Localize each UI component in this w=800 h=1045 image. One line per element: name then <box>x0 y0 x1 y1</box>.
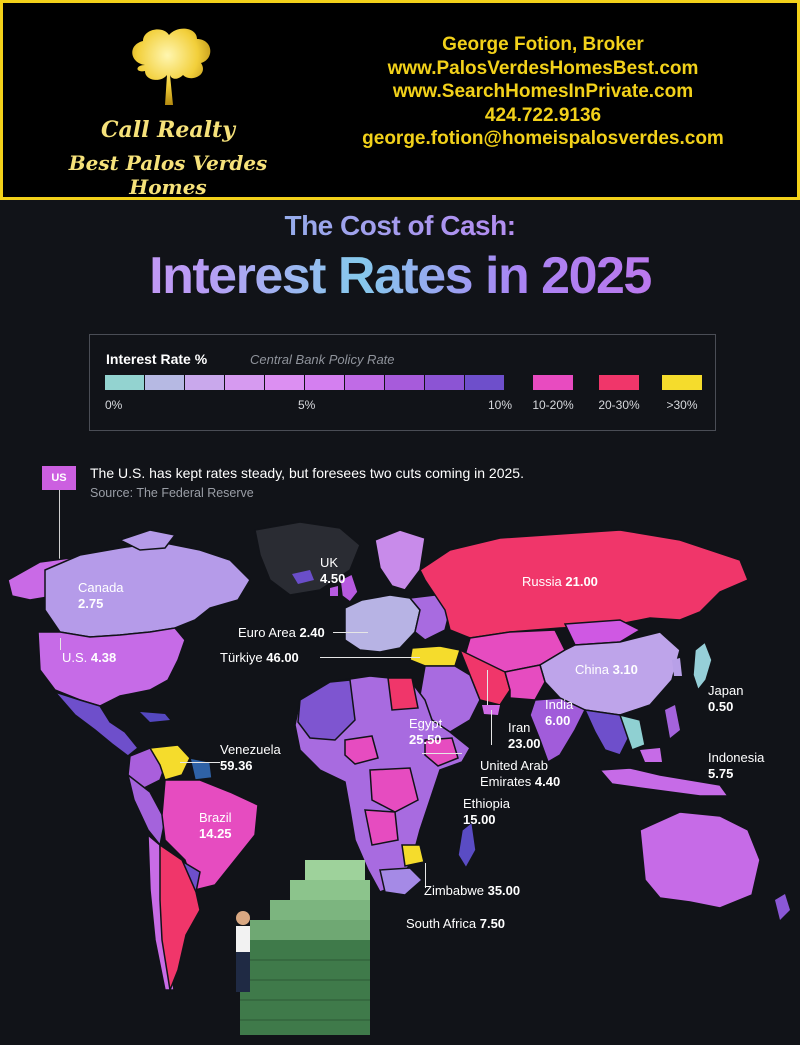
label-zimbabwe: Zimbabwe 35.00 <box>424 883 521 898</box>
website-link-2[interactable]: www.SearchHomesInPrivate.com <box>392 81 694 102</box>
legend: Interest Rate % Central Bank Policy Rate… <box>89 334 716 431</box>
label-venezuela: Venezuela 59.36 <box>220 742 281 773</box>
legend-tick-0: 0% <box>105 398 123 412</box>
label-canada: Canada 2.75 <box>78 580 124 611</box>
brand-tagline: Best Palos Verdes Homes <box>68 151 268 199</box>
company-logo: Call Realty Best Palos Verdes Homes <box>33 25 303 199</box>
label-turkiye: Türkiye 46.00 <box>220 650 299 665</box>
legend-swatch-20-30 <box>599 375 639 390</box>
label-uae: United Arab Emirates 4.40 <box>480 758 561 789</box>
label-indonesia: Indonesia 5.75 <box>708 750 765 781</box>
label-russia: Russia 21.00 <box>522 574 598 589</box>
header-banner: Call Realty Best Palos Verdes Homes Geor… <box>0 0 800 200</box>
broker-name: George Fotion, Broker <box>442 34 644 55</box>
legend-scale-step <box>465 375 504 390</box>
legend-swatch-over-30 <box>662 375 702 390</box>
legend-subtitle: Central Bank Policy Rate <box>250 352 395 367</box>
label-us: U.S. 4.38 <box>62 650 117 665</box>
legend-label-10-20: 10-20% <box>532 398 574 412</box>
legend-color-scale <box>105 375 505 390</box>
legend-scale-step <box>385 375 424 390</box>
legend-title: Interest Rate % <box>106 351 208 367</box>
label-india: India 6.00 <box>545 697 574 728</box>
legend-scale-step <box>345 375 384 390</box>
label-egypt: Egypt 25.50 <box>409 716 443 747</box>
legend-scale-step <box>265 375 304 390</box>
money-stack-icon <box>240 860 370 1035</box>
legend-label-over-30: >30% <box>666 398 698 412</box>
legend-tick-5: 5% <box>298 398 316 412</box>
turkey-leader <box>320 657 420 658</box>
website-link-1[interactable]: www.PalosVerdesHomesBest.com <box>387 57 699 79</box>
email-link[interactable]: george.fotion@homeispalosverdes.com <box>362 128 724 149</box>
legend-label-20-30: 20-30% <box>598 398 640 412</box>
label-japan: Japan 0.50 <box>708 683 744 714</box>
legend-scale-step <box>185 375 224 390</box>
label-south-africa: South Africa 7.50 <box>406 916 506 931</box>
legend-scale-step <box>305 375 344 390</box>
world-map: Canada 2.75 U.S. 4.38 UK 4.50 Euro Area 2.… <box>0 500 800 1040</box>
us-leader <box>60 638 61 650</box>
euro-leader <box>333 632 368 633</box>
businessman-icon <box>236 911 250 992</box>
label-iran: Iran 23.00 <box>508 720 541 751</box>
legend-scale-step <box>425 375 464 390</box>
infographic-subtitle: The Cost of Cash: <box>0 210 800 242</box>
phone-number[interactable]: 424.722.9136 <box>484 104 602 126</box>
tree-logo-icon <box>132 28 211 105</box>
uae-leader <box>491 710 492 745</box>
legend-scale-step <box>105 375 144 390</box>
label-ethiopia: Ethiopia 15.00 <box>463 796 510 827</box>
us-source: Source: The Federal Reserve <box>90 486 254 500</box>
label-euro-area: Euro Area 2.40 <box>238 625 325 640</box>
label-china: China 3.10 <box>575 662 638 677</box>
iran-leader <box>487 670 488 705</box>
legend-tick-10: 10% <box>488 398 513 412</box>
ethiopia-leader <box>422 753 462 754</box>
legend-scale-step <box>225 375 264 390</box>
legend-swatch-10-20 <box>533 375 573 390</box>
world-map-svg <box>7 521 790 1035</box>
legend-scale-step <box>145 375 184 390</box>
label-brazil: Brazil 14.25 <box>199 810 232 841</box>
brand-name: Call Realty <box>101 117 235 143</box>
infographic-title: Interest Rates in 2025 <box>0 246 800 306</box>
us-note: The U.S. has kept rates steady, but fore… <box>90 465 524 481</box>
label-uk: UK 4.50 <box>320 555 346 586</box>
us-tag: US <box>42 466 76 490</box>
zimbabwe-leader <box>425 863 426 888</box>
contact-block: George Fotion, Broker www.PalosVerdesHom… <box>333 33 753 151</box>
venezuela-leader <box>180 762 220 763</box>
